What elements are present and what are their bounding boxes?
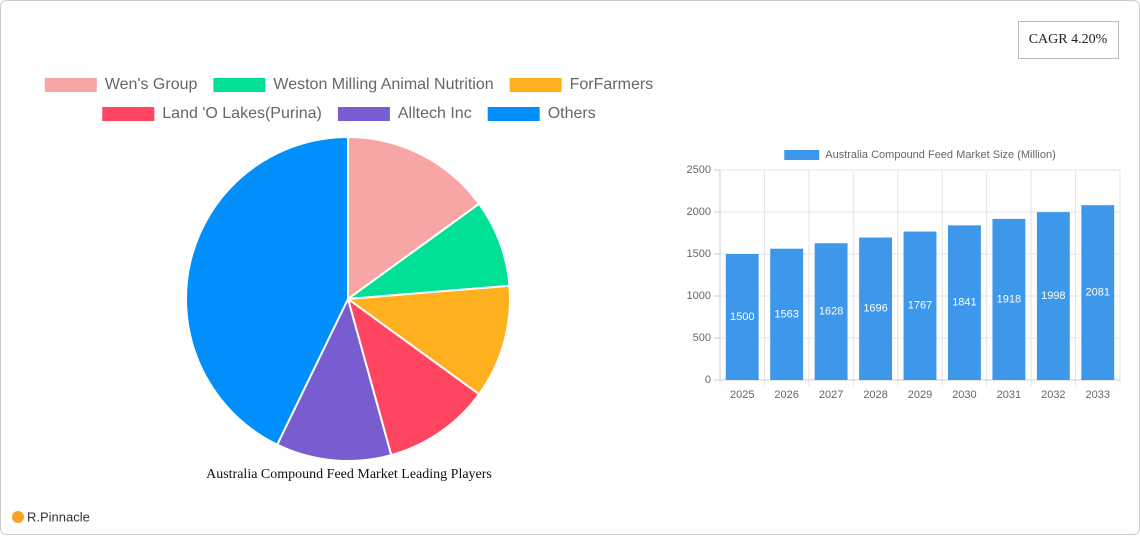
- bar-value-label: 1628: [819, 306, 843, 318]
- bar: [725, 254, 759, 380]
- legend-label: Alltech Inc: [398, 105, 472, 122]
- pie-slice: [347, 135, 481, 301]
- legend-swatch: [784, 150, 820, 160]
- bar: [1081, 205, 1115, 380]
- brand-logo: [12, 511, 24, 523]
- y-tick-label: 500: [693, 332, 711, 344]
- bar-value-label: 2081: [1086, 287, 1110, 299]
- y-tick-label: 0: [705, 374, 711, 386]
- pie-title: Australia Compound Feed Market Leading P…: [206, 467, 492, 482]
- legend-label: Wen's Group: [105, 76, 198, 93]
- x-tick-label: 2029: [908, 389, 932, 401]
- bar: [859, 237, 892, 380]
- bar: [814, 243, 848, 380]
- cagr-box: [1018, 21, 1119, 59]
- legend-label: Others: [548, 105, 596, 122]
- legend-label: ForFarmers: [570, 76, 654, 93]
- legend-swatch: [102, 107, 155, 121]
- bar-value-label: 1696: [863, 303, 887, 315]
- x-tick-label: 2032: [1041, 389, 1065, 401]
- bar: [770, 248, 804, 380]
- pie-slice: [275, 296, 393, 462]
- legend-label: Australia Compound Feed Market Size (Mil…: [825, 149, 1055, 161]
- bar-value-label: 1998: [1041, 290, 1065, 302]
- bar: [1036, 212, 1070, 380]
- bar-value-label: 1918: [997, 293, 1021, 305]
- bar: [903, 231, 937, 380]
- legend-label: Weston Milling Animal Nutrition: [273, 76, 493, 93]
- legend-swatch: [487, 107, 540, 121]
- bar-value-label: 1563: [774, 308, 798, 320]
- legend-label: Land 'O Lakes(Purina): [162, 105, 322, 122]
- x-tick-label: 2025: [730, 389, 754, 401]
- y-tick-label: 2500: [687, 164, 711, 176]
- brand-name: R.Pinnacle: [27, 509, 90, 524]
- pie-slice: [345, 284, 511, 396]
- legend-swatch: [509, 78, 562, 92]
- y-tick-label: 1500: [687, 248, 711, 260]
- pie-slice: [344, 202, 511, 301]
- pie-slice: [185, 135, 349, 447]
- x-tick-label: 2033: [1086, 389, 1110, 401]
- y-tick-label: 2000: [687, 206, 711, 218]
- bar-value-label: 1767: [908, 300, 932, 312]
- x-tick-label: 2027: [819, 389, 843, 401]
- bar-value-label: 1841: [952, 297, 976, 309]
- bar: [992, 218, 1026, 380]
- bar: [948, 225, 981, 380]
- y-tick-label: 1000: [687, 290, 711, 302]
- x-tick-label: 2031: [997, 389, 1021, 401]
- legend-swatch: [44, 78, 97, 92]
- legend-swatch: [213, 78, 266, 92]
- x-tick-label: 2028: [863, 389, 887, 401]
- bar-value-label: 1500: [730, 311, 754, 323]
- x-tick-label: 2030: [952, 389, 976, 401]
- x-tick-label: 2026: [774, 389, 798, 401]
- legend-swatch: [337, 107, 390, 121]
- cagr-label: CAGR 4.20%: [1029, 32, 1108, 47]
